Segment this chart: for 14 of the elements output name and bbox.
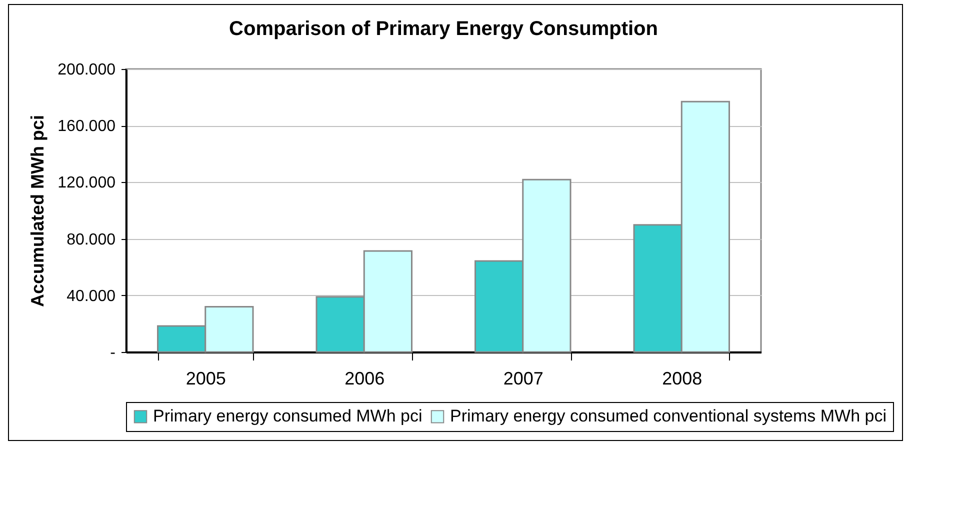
x-tick-label: 2007 bbox=[503, 368, 544, 388]
y-tick-label: 160.000 bbox=[58, 118, 116, 136]
y-tick-label: 80.000 bbox=[66, 231, 116, 248]
chart-title: Comparison of Primary Energy Consumption bbox=[229, 18, 658, 40]
x-tick-label: 2005 bbox=[186, 368, 226, 388]
x-tick-label: 2006 bbox=[344, 368, 385, 388]
y-axis-title: Accumulated MWh pci bbox=[28, 114, 48, 308]
y-tick-label: 120.000 bbox=[58, 174, 116, 192]
y-tick-label: 200.000 bbox=[58, 62, 116, 78]
legend-label: Primary energy consumed MWh pci bbox=[153, 406, 422, 426]
y-tick-label: - bbox=[110, 344, 116, 362]
x-tick-label: 2008 bbox=[662, 368, 702, 388]
legend-label: Primary energy consumed conventional systems MWh pci bbox=[450, 406, 886, 426]
y-tick-label: 40.000 bbox=[66, 288, 116, 305]
